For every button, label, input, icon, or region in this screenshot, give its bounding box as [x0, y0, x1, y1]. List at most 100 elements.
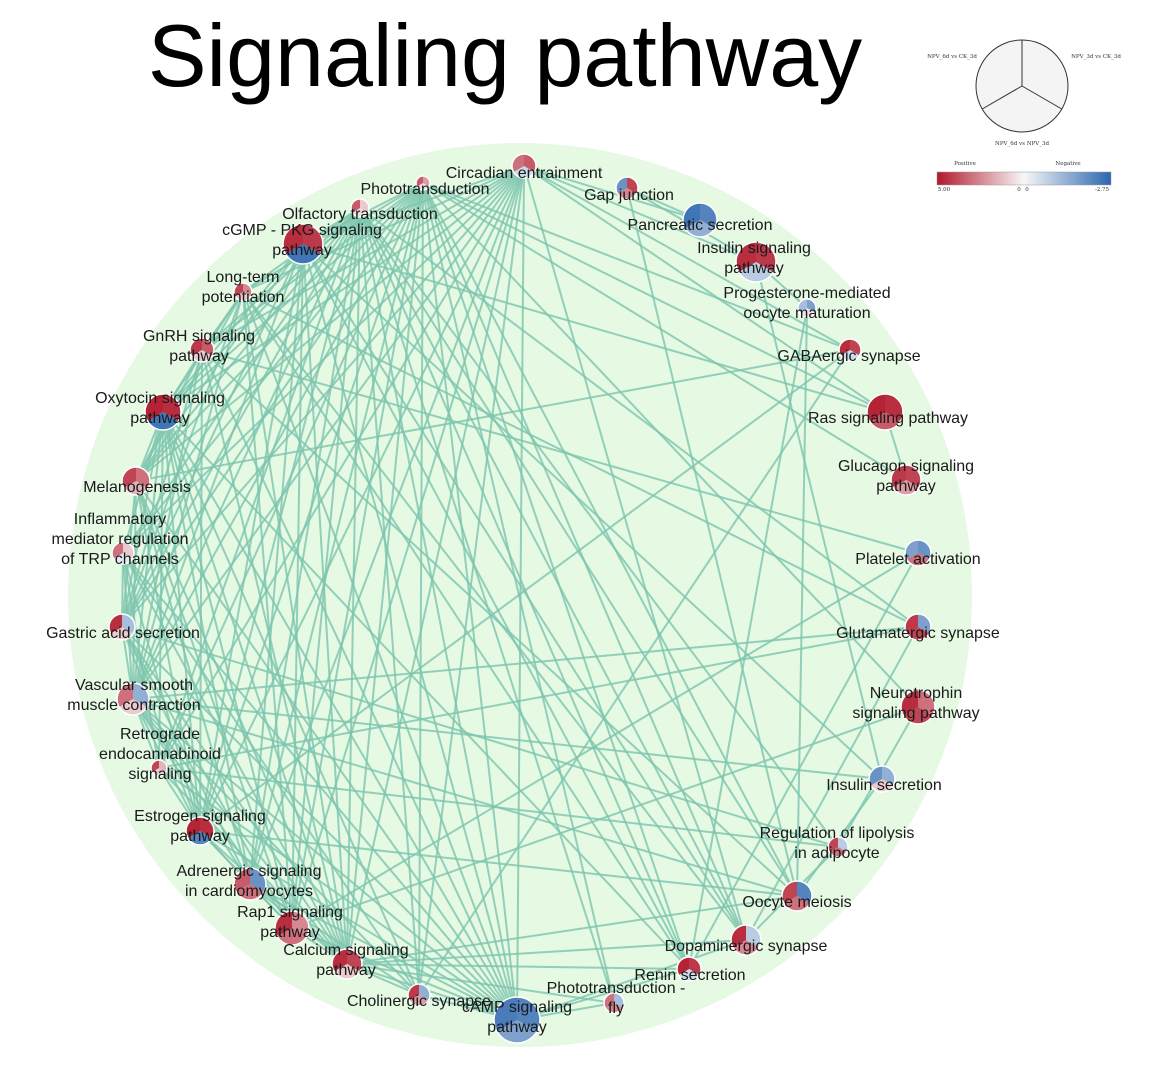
node-oxytocin[interactable] [144, 393, 182, 431]
node-estrogen[interactable] [185, 816, 215, 846]
node-sector [685, 220, 715, 237]
network-edge [135, 480, 201, 832]
node-outline [407, 983, 431, 1007]
node-outline [111, 541, 135, 565]
network-edge [523, 165, 851, 351]
node-label-line: Adrenergic signaling [177, 863, 322, 880]
nodes-layer [108, 153, 936, 1044]
legend-scale-value: 0 [1025, 187, 1029, 193]
node-sector [334, 964, 360, 979]
network-edge [199, 165, 525, 832]
node-sector [235, 292, 251, 301]
node-insulin_sig[interactable] [735, 241, 777, 283]
network-edge [132, 291, 244, 700]
node-calcium[interactable] [331, 948, 363, 980]
node-cgmp[interactable] [282, 223, 324, 265]
node-label: Ras signaling pathway [808, 410, 968, 427]
network-edge [135, 480, 518, 1021]
legend: NPV_6d vs CK_3d NPV_3d vs CK_3d NPV_6d v… [927, 39, 1121, 193]
node-adrenergic[interactable] [233, 867, 267, 901]
node-progesterone[interactable] [797, 298, 817, 318]
node-lipolysis[interactable] [827, 836, 849, 858]
node-camp[interactable] [493, 996, 541, 1044]
node-outline [730, 924, 762, 956]
node-melanogenesis[interactable] [121, 466, 151, 496]
node-ras[interactable] [866, 393, 904, 431]
network-edge [201, 207, 361, 351]
node-phototrans[interactable] [415, 175, 431, 191]
legend-pie-key: NPV_6d vs CK_3d NPV_3d vs CK_3d NPV_6d v… [927, 39, 1121, 147]
node-gaba[interactable] [838, 338, 862, 362]
node-label-line: signaling pathway [852, 705, 979, 722]
node-label: Regulation of lipolysis in adipocyte [760, 825, 915, 862]
network-edge [302, 243, 886, 413]
node-gnrh[interactable] [189, 337, 215, 363]
node-sector [152, 768, 166, 777]
node-label-line: Estrogen signaling [134, 808, 266, 825]
node-label: cGMP - PKG signaling pathway [222, 222, 382, 259]
node-cholinergic[interactable] [407, 983, 431, 1007]
network-edge [132, 698, 348, 965]
node-sector [893, 480, 919, 495]
node-label-line: Regulation of lipolysis [760, 825, 915, 842]
node-label-line: fly [608, 1000, 624, 1017]
node-ltp[interactable] [233, 282, 253, 302]
legend-key-divider [1021, 85, 1063, 110]
legend-sector-label: NPV_3d vs CK_3d [1071, 54, 1121, 60]
node-pancreatic[interactable] [682, 202, 718, 238]
network-edge [346, 963, 690, 970]
network-edge [523, 165, 747, 941]
node-glucagon[interactable] [890, 464, 922, 496]
network-edge [199, 349, 203, 832]
network-edge [796, 307, 808, 897]
network-edge [242, 291, 919, 628]
network-edge [242, 291, 690, 970]
node-label-line: pathway [316, 962, 376, 979]
node-outline [185, 816, 215, 846]
node-phototrans_fly[interactable] [603, 992, 625, 1014]
node-dopaminergic[interactable] [730, 924, 762, 956]
network-edge [688, 552, 919, 970]
node-insulin_sec[interactable] [868, 765, 896, 793]
node-rap1[interactable] [274, 910, 310, 946]
node-inflammatory[interactable] [111, 541, 135, 565]
node-vascular[interactable] [116, 682, 150, 716]
legend-sector-label: NPV_6d vs NPV_3d [995, 141, 1049, 147]
node-glutamatergic[interactable] [904, 613, 932, 641]
node-label-line: of TRP channels [61, 551, 179, 568]
node-oocyte[interactable] [781, 880, 813, 912]
node-outline [116, 682, 150, 716]
node-neurotrophin[interactable] [900, 689, 936, 725]
network-edge [242, 291, 518, 1021]
node-label: Oocyte meiosis [742, 894, 851, 911]
node-label: Vascular smooth muscle contraction [67, 677, 200, 714]
network-edge [359, 207, 919, 628]
node-renin[interactable] [676, 956, 702, 982]
node-circadian[interactable] [511, 153, 537, 179]
network-edge [422, 182, 907, 481]
network-edge [516, 939, 747, 1021]
network-edge [121, 626, 518, 1021]
legend-color-scale: Positive Negative 5.00 0 0 -2.75 [936, 161, 1112, 193]
node-olfactory[interactable] [350, 198, 370, 218]
node-label-line: Long-term [207, 269, 280, 286]
node-label-line: Ras signaling pathway [808, 410, 968, 427]
node-retrograde[interactable] [150, 759, 168, 777]
network-edge [422, 182, 919, 708]
legend-scale-value: -2.75 [1095, 187, 1110, 193]
node-label-line: pathway [260, 924, 320, 941]
node-sector [113, 553, 133, 565]
network-edge [688, 307, 808, 970]
node-label: Phototransduction [361, 181, 490, 198]
node-outline [150, 759, 168, 777]
node-label: GnRH signaling pathway [143, 328, 255, 365]
node-label-line: Renin secretion [634, 967, 745, 984]
node-sector [840, 350, 860, 362]
node-label-line: Olfactory transduction [282, 206, 438, 223]
node-platelet[interactable] [904, 539, 932, 567]
node-outline [350, 198, 370, 218]
node-gastric[interactable] [108, 613, 136, 641]
node-gap[interactable] [615, 176, 639, 200]
node-outline [121, 466, 151, 496]
network-edge [249, 883, 420, 996]
